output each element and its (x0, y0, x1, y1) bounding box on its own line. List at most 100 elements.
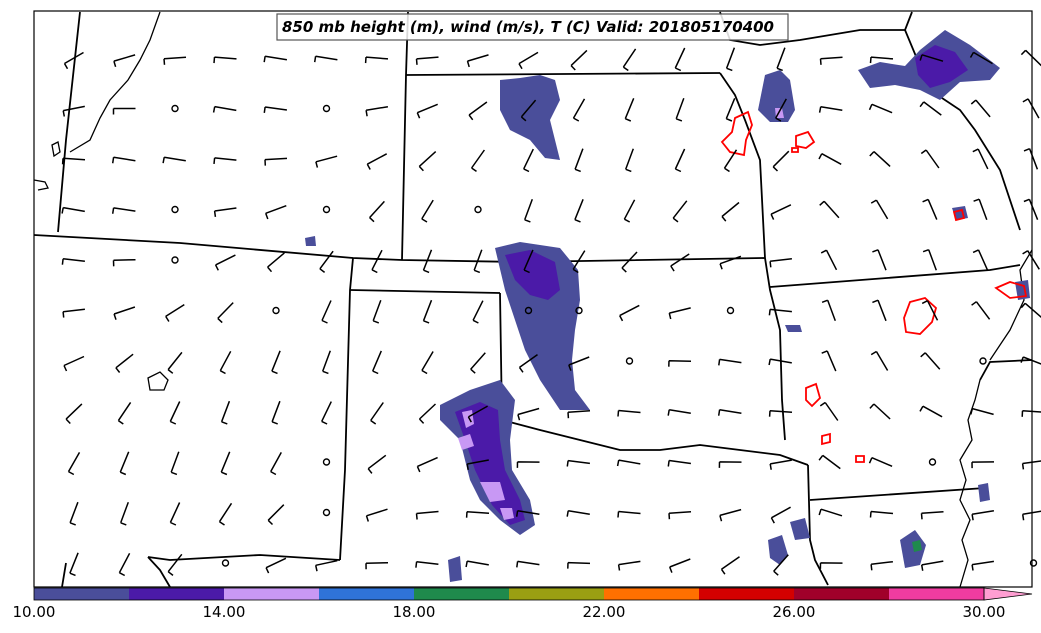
wind-barb (869, 151, 891, 167)
wind-barb (971, 509, 995, 521)
wind-barb (566, 509, 590, 517)
wind-barb (416, 456, 438, 473)
wind-barb (61, 258, 85, 265)
calm-wind-marker (322, 458, 331, 466)
wind-barb (466, 54, 489, 68)
wind-barb (523, 148, 534, 173)
colorbar-segment (604, 588, 699, 600)
wind-barb (169, 502, 181, 526)
wind-barb (422, 249, 433, 274)
wind-barb (62, 308, 85, 318)
wind-barb (61, 157, 86, 165)
wind-barb (265, 557, 287, 574)
colorbar-segment (129, 588, 224, 600)
wind-barb (516, 560, 540, 568)
calm-wind-marker (928, 458, 937, 466)
wind-barb (718, 461, 742, 468)
wind-barb (818, 454, 841, 470)
wind-barb (819, 562, 843, 569)
wind-barb (919, 101, 942, 116)
wind-barb (572, 250, 586, 274)
wind-barb (568, 356, 590, 371)
colorbar-segment (224, 588, 319, 600)
wind-barb (970, 99, 991, 118)
calm-wind-markers (171, 104, 1038, 567)
wind-barb (616, 459, 641, 467)
wind-barb (1023, 148, 1039, 170)
wind-barb (870, 560, 893, 571)
wind-barb (271, 350, 281, 375)
wind-barb (674, 148, 686, 173)
wind-barb (920, 149, 940, 169)
wind-barb (869, 510, 894, 518)
calm-wind-marker (524, 306, 533, 315)
wind-barb (1020, 356, 1041, 365)
wind-barb (62, 105, 85, 117)
wind-barb (270, 452, 282, 476)
wind-barb (267, 504, 285, 526)
wind-barb (63, 51, 84, 70)
wind-barb (418, 151, 437, 172)
calm-wind-marker (322, 508, 331, 517)
wind-barb (717, 408, 742, 416)
wind-barb (162, 156, 186, 164)
wind-barb (872, 249, 887, 271)
calm-wind-marker (1029, 559, 1038, 567)
calm-wind-marker (474, 205, 482, 214)
calm-wind-marker (979, 357, 987, 365)
wind-barb (263, 55, 288, 63)
wind-barb (112, 258, 136, 267)
wind-barb (165, 303, 185, 322)
wind-barb (111, 207, 136, 214)
wind-barb (776, 47, 786, 72)
colorbar (33, 587, 1033, 601)
wind-barb (720, 556, 740, 575)
wind-barb (624, 148, 635, 173)
wind-barb (518, 353, 538, 373)
wind-barb (421, 199, 434, 223)
wind-barb (520, 99, 537, 122)
wind-barb (365, 105, 389, 117)
calm-wind-marker (171, 104, 179, 113)
wind-barb (465, 560, 489, 568)
wind-barb (118, 552, 131, 577)
wind-barb (466, 459, 489, 471)
wind-barb (518, 51, 539, 70)
wind-barb (119, 451, 130, 476)
wind-barb (617, 560, 641, 571)
wind-barb (364, 56, 389, 64)
wind-barb (674, 47, 686, 72)
wind-barb (115, 353, 134, 373)
wind-barb (775, 98, 787, 122)
wind-barb (872, 299, 887, 322)
wind-barb (718, 358, 742, 366)
wind-barb (621, 251, 638, 273)
wind-barb (773, 554, 789, 576)
wind-barb (623, 199, 636, 223)
wind-barb (971, 560, 995, 571)
wind-barb (213, 207, 237, 218)
wind-barb (668, 511, 692, 520)
wind-barb (314, 559, 338, 572)
wind-barb (65, 403, 83, 425)
wind-barb (570, 49, 588, 71)
wind-barb (467, 405, 488, 423)
wind-barb (365, 508, 388, 522)
wind-barb (418, 403, 437, 424)
wind-barb (1020, 302, 1041, 318)
colorbar-segment (889, 588, 984, 600)
wind-barb (415, 510, 439, 520)
colorbar-segment (319, 588, 414, 600)
wind-barb (220, 400, 231, 425)
wind-barb (669, 558, 691, 573)
colorbar-tick-label: 18.00 (393, 603, 436, 621)
wind-barb (970, 407, 994, 416)
wind-barb (821, 299, 837, 322)
wind-barb (972, 249, 989, 271)
wind-barb (617, 510, 641, 518)
wind-barb (371, 249, 383, 274)
colorbar-outline (33, 587, 985, 601)
wind-barb (523, 249, 534, 274)
wind-barb (868, 457, 893, 467)
